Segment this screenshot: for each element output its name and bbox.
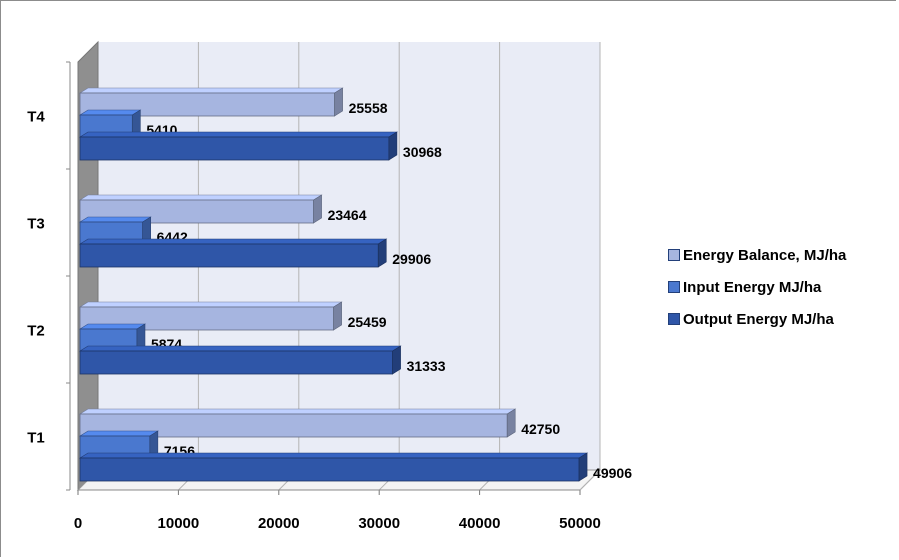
bar-end bbox=[334, 87, 343, 117]
legend-item: Output Energy MJ/ha bbox=[668, 303, 888, 335]
legend-item: Energy Balance, MJ/ha bbox=[668, 239, 888, 271]
x-tick-label: 0 bbox=[74, 515, 82, 532]
bar-end bbox=[388, 131, 398, 161]
data-label: 31333 bbox=[407, 358, 446, 374]
bar-end bbox=[313, 194, 322, 224]
data-label: 23464 bbox=[328, 207, 367, 223]
x-tick-label: 10000 bbox=[158, 515, 200, 532]
legend-swatch bbox=[668, 249, 680, 261]
data-label: 49906 bbox=[593, 465, 632, 481]
legend-item: Input Energy MJ/ha bbox=[668, 271, 888, 303]
bar-end bbox=[578, 452, 588, 482]
legend: Energy Balance, MJ/ha Input Energy MJ/ha O… bbox=[668, 239, 888, 335]
bar-top bbox=[78, 87, 344, 94]
bar bbox=[79, 457, 580, 482]
legend-swatch bbox=[668, 313, 680, 325]
x-tick-label: 30000 bbox=[358, 515, 400, 532]
category-label: T3 bbox=[27, 216, 45, 233]
x-tick-label: 50000 bbox=[559, 515, 601, 532]
legend-label: Input Energy MJ/ha bbox=[683, 278, 822, 296]
legend-swatch bbox=[668, 281, 680, 293]
data-label: 25459 bbox=[348, 314, 387, 330]
x-tick-label: 40000 bbox=[459, 515, 501, 532]
category-label: T4 bbox=[27, 109, 45, 126]
category-label: T2 bbox=[27, 323, 45, 340]
bar-end bbox=[506, 408, 516, 438]
x-tick-label: 20000 bbox=[258, 515, 300, 532]
bar-top bbox=[78, 238, 388, 245]
legend-label: Output Energy MJ/ha bbox=[683, 310, 834, 328]
bar-top bbox=[78, 194, 323, 201]
data-label: 42750 bbox=[521, 421, 560, 437]
bar bbox=[79, 243, 379, 268]
bar-top bbox=[78, 109, 142, 116]
legend-label: Energy Balance, MJ/ha bbox=[683, 246, 847, 264]
bar-top bbox=[78, 323, 147, 330]
bar-top bbox=[78, 345, 402, 352]
data-label: 30968 bbox=[403, 144, 442, 160]
bar-end bbox=[377, 238, 387, 268]
data-label: 25558 bbox=[349, 100, 388, 116]
bar-top bbox=[78, 301, 343, 308]
bar-top bbox=[78, 452, 589, 459]
bar-top bbox=[78, 216, 152, 223]
bar-top bbox=[78, 408, 517, 415]
bar-end bbox=[333, 301, 342, 331]
bar-end bbox=[392, 345, 401, 375]
bar-top bbox=[78, 430, 159, 437]
bar bbox=[79, 136, 390, 161]
data-label: 29906 bbox=[392, 251, 431, 267]
gridline-floor bbox=[579, 469, 601, 491]
bar bbox=[79, 350, 393, 375]
bar-top bbox=[78, 131, 398, 138]
category-label: T1 bbox=[27, 430, 45, 447]
